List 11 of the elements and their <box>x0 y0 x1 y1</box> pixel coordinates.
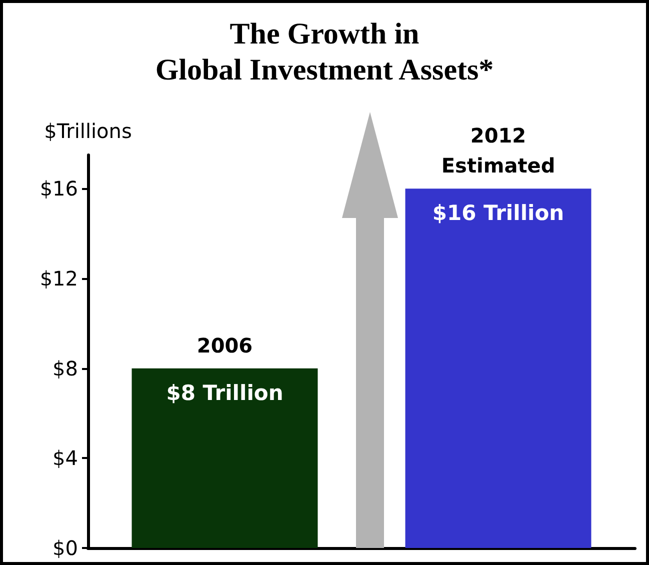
data-label: $8 Trillion <box>166 380 284 405</box>
x-tick-label: 2006 <box>196 333 253 358</box>
y-tick-label: $12 <box>40 266 78 291</box>
y-tick-label: $4 <box>52 446 78 470</box>
y-tick-label: $8 <box>52 356 78 380</box>
y-tick-label: $16 <box>40 176 78 201</box>
x-tick-label: 2012 Estimated <box>441 124 556 178</box>
y-tick-label: $0 <box>52 536 78 560</box>
chart-title: The Growth in Global Investment Assets* <box>155 18 494 86</box>
y-axis-title: $Trillions <box>44 119 132 143</box>
data-label: $16 Trillion <box>432 201 564 226</box>
